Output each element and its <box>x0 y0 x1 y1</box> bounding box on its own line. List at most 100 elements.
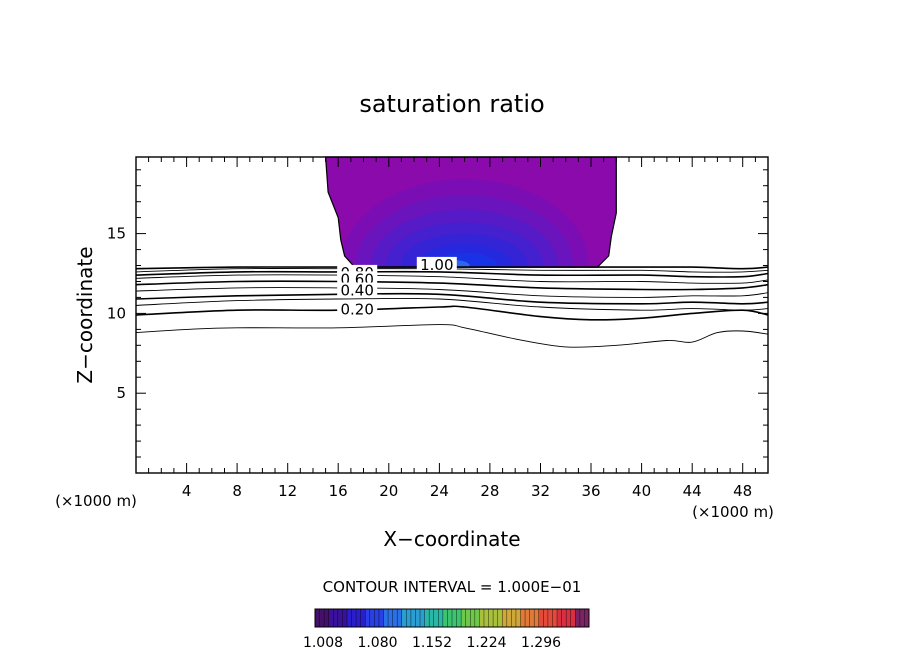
colorbar-swatch <box>456 609 462 627</box>
y-tick-label: 15 <box>107 225 126 243</box>
colorbar-label: 1.152 <box>412 635 452 651</box>
colorbar-swatch <box>493 609 498 627</box>
colorbar-swatch <box>561 609 567 627</box>
colorbar-label: 1.080 <box>357 635 397 651</box>
x-unit-left: (×1000 m) <box>55 492 137 510</box>
colorbar-swatch <box>474 609 480 627</box>
colorbar-swatch <box>534 609 540 627</box>
colorbar-swatch <box>447 609 453 627</box>
colorbar-swatch <box>584 609 590 627</box>
colorbar-swatch <box>543 609 549 627</box>
contour-line-0.4 <box>135 292 769 305</box>
x-tick-label: 4 <box>182 482 192 500</box>
colorbar-swatch <box>388 609 393 627</box>
contour-line-0.5 <box>135 287 769 298</box>
contour-label: 0.20 <box>340 301 373 319</box>
x-tick-label: 44 <box>683 482 702 500</box>
colorbar-swatch <box>465 609 471 627</box>
colorbar-swatch <box>319 609 325 627</box>
contour-label-bg <box>337 301 378 316</box>
colorbar-swatch <box>547 609 553 627</box>
colorbar-swatch <box>360 609 366 627</box>
colorbar-swatch <box>397 609 403 627</box>
colorbar-swatch <box>529 609 535 627</box>
colorbar-label: 1.296 <box>521 635 561 651</box>
colorbar-swatch <box>346 609 352 627</box>
colorbar-swatch <box>337 609 343 627</box>
x-tick-label: 12 <box>278 482 297 500</box>
x-tick-label: 48 <box>733 482 752 500</box>
contour-interval-label: CONTOUR INTERVAL = 1.000E−01 <box>323 578 582 596</box>
colorbar-swatch <box>374 609 380 627</box>
colorbar-label: 1.224 <box>466 635 506 651</box>
colorbar-swatch <box>369 609 375 627</box>
colorbar-swatch <box>575 609 581 627</box>
colorbar-swatch <box>566 609 572 627</box>
contour-label-bg <box>337 282 378 297</box>
colorbar-swatch <box>333 609 339 627</box>
colorbar-swatch <box>429 609 435 627</box>
colorbar-swatch <box>433 609 439 627</box>
y-tick-label: 10 <box>107 304 126 322</box>
colorbar-swatch <box>342 609 348 627</box>
contour-line-0.3 <box>135 297 769 311</box>
y-tick-labels: 5 10 15 <box>107 225 126 403</box>
colorbar-swatch <box>452 609 457 627</box>
x-tick-label: 16 <box>329 482 348 500</box>
contour-line-0.6 <box>135 280 769 291</box>
colorbar-swatch <box>506 609 512 627</box>
y-tick-label: 5 <box>116 384 126 402</box>
colorbar-swatch <box>502 609 508 627</box>
colorbar-swatch <box>383 609 389 627</box>
colorbar-swatch <box>483 609 489 627</box>
colorbar-swatch <box>520 609 526 627</box>
contour-label: 1.00 <box>420 256 453 274</box>
colorbar-swatch <box>420 609 425 627</box>
colorbar-swatch <box>365 609 371 627</box>
colorbar-swatch <box>378 609 384 627</box>
x-tick-label: 20 <box>379 482 398 500</box>
contour-label-bg <box>337 271 378 286</box>
colorbar-swatch <box>479 609 485 627</box>
chart-title: saturation ratio <box>359 90 544 118</box>
x-tick-label: 28 <box>480 482 499 500</box>
x-tick-label: 24 <box>430 482 449 500</box>
contour-lines <box>135 266 769 348</box>
shaded-region <box>325 157 617 268</box>
colorbar-swatch <box>324 609 329 627</box>
colorbar-label: 1.008 <box>303 635 343 651</box>
colorbar-swatch <box>515 609 521 627</box>
x-tick-label: 40 <box>632 482 651 500</box>
colorbar-swatch <box>497 609 503 627</box>
contour-line-0.1 <box>135 324 769 348</box>
contour-labels: 1.000.800.600.400.20 <box>337 256 457 319</box>
x-unit-right: (×1000 m) <box>692 503 774 521</box>
x-tick-label: 32 <box>531 482 550 500</box>
colorbar-swatch <box>406 609 412 627</box>
colorbar-swatch <box>579 609 585 627</box>
colorbar-swatch <box>392 609 398 627</box>
colorbar-swatch <box>538 609 544 627</box>
colorbar-swatch <box>557 609 562 627</box>
colorbar-swatch <box>415 609 421 627</box>
colorbar-frame <box>314 608 590 628</box>
x-axis-label: X−coordinate <box>383 527 520 551</box>
contour-label: 0.40 <box>340 282 373 300</box>
colorbar-swatch <box>461 609 466 627</box>
colorbar-swatch <box>410 609 416 627</box>
colorbar-swatch <box>328 609 334 627</box>
colorbar-swatch <box>401 609 407 627</box>
colorbar-swatch <box>356 609 361 627</box>
x-tick-labels: 4 8 12 16 20 24 28 32 36 40 44 48 <box>182 482 752 500</box>
colorbar-swatch <box>351 609 357 627</box>
colorbar-swatch <box>442 609 448 627</box>
y-axis-label: Z−coordinate <box>73 246 97 383</box>
colorbar-swatch <box>552 609 558 627</box>
axis-ticks <box>136 157 768 473</box>
colorbar <box>314 608 590 628</box>
colorbar-swatch <box>511 609 517 627</box>
colorbar-swatch <box>470 609 476 627</box>
contour-line-0.2 <box>135 305 769 321</box>
colorbar-swatch <box>488 609 494 627</box>
colorbar-swatch <box>424 609 430 627</box>
